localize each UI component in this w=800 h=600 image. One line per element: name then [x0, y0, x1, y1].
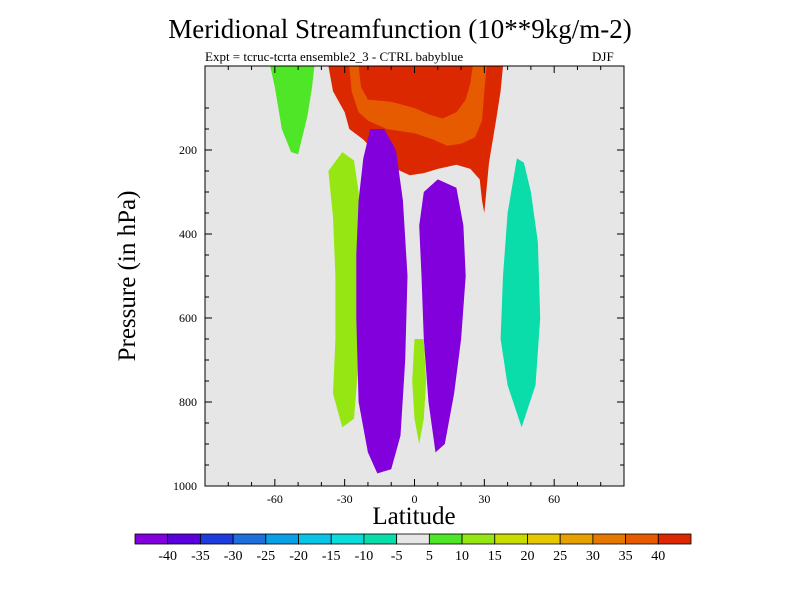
x-axis-label: Latitude: [372, 503, 456, 530]
x-tick-label: 60: [548, 492, 560, 506]
contour-southern-positive-lobe: [270, 66, 315, 155]
colorbar-label: 30: [586, 549, 600, 564]
y-tick-label: 600: [179, 311, 197, 325]
colorbar-swatch: [232, 533, 267, 545]
colorbar-swatch: [396, 533, 430, 545]
y-tick-label: 200: [179, 143, 197, 157]
contour-equatorial-negative-cell: [419, 179, 466, 453]
colorbar-label: 20: [520, 549, 534, 564]
colorbar-swatch: [461, 533, 496, 545]
colorbar-label: -40: [158, 549, 177, 564]
colorbar-swatch: [200, 533, 234, 545]
colorbar-label: 5: [426, 549, 433, 564]
colorbar-label: 15: [488, 549, 502, 564]
colorbar-label: -15: [322, 549, 341, 564]
colorbar-label: -10: [355, 549, 374, 564]
x-tick-label: 0: [412, 492, 418, 506]
colorbar-swatch: [494, 533, 528, 545]
colorbar-label: 35: [619, 549, 633, 564]
colorbar-swatch: [298, 533, 332, 545]
colorbar-swatch: [363, 533, 398, 545]
colorbar-swatch: [265, 533, 299, 545]
contour-southern-negative-cell: [356, 129, 408, 474]
colorbar-swatch: [625, 533, 659, 545]
contour-upper-positive-inner: [358, 66, 473, 119]
colorbar-label: 40: [651, 549, 665, 564]
colorbar-swatch: [167, 533, 201, 545]
colorbar-swatch: [527, 533, 561, 545]
colorbar-swatch: [428, 533, 463, 545]
colorbar-swatch: [657, 533, 692, 545]
chart-subtitle-experiment: Expt = tcruc-tcrta ensemble2_3 - CTRL ba…: [205, 49, 464, 64]
colorbar-swatch: [559, 533, 594, 545]
x-tick-label: -60: [267, 492, 283, 506]
y-tick-label: 1000: [173, 479, 197, 493]
contour-equatorial-positive-sliver: [412, 339, 427, 444]
chart-title: Meridional Streamfunction (10**9kg/m-2): [168, 14, 632, 44]
colorbar-label: 25: [553, 549, 567, 564]
colorbar-label: -25: [256, 549, 275, 564]
colorbar-swatch: [592, 533, 626, 545]
y-tick-label: 800: [179, 395, 197, 409]
colorbar-label: 10: [455, 549, 469, 564]
colorbar-swatch: [134, 533, 169, 545]
x-tick-label: 30: [478, 492, 490, 506]
colorbar-swatch: [330, 533, 365, 545]
x-tick-label: -30: [337, 492, 353, 506]
contour-northern-negative-column: [500, 158, 541, 428]
colorbar-label: -35: [191, 549, 210, 564]
chart-subtitle-season: DJF: [592, 49, 614, 64]
y-tick-label: 400: [179, 227, 197, 241]
colorbar-label: -30: [224, 549, 243, 564]
contour-southern-lower-positive: [328, 152, 361, 428]
colorbar-label: -20: [289, 549, 308, 564]
colorbar-label: -5: [391, 549, 403, 564]
